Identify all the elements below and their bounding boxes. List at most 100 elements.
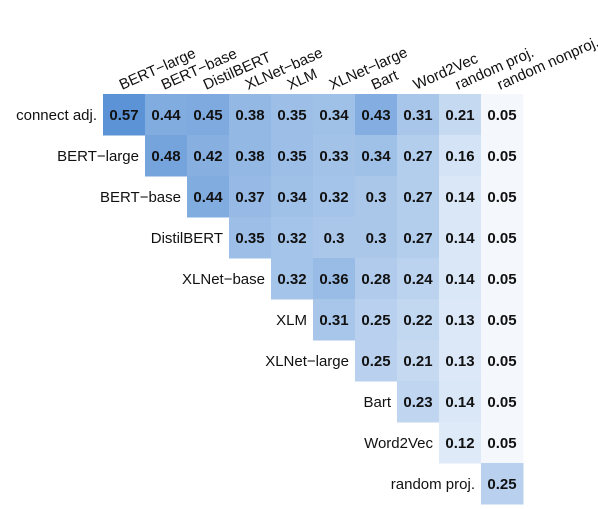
heatmap-cell-r7-c9 xyxy=(481,381,524,423)
cell-value-label: 0.31 xyxy=(403,107,432,124)
row-label-xlnet-base: XLNet−base xyxy=(182,271,265,288)
heatmap-cell-r0-c1 xyxy=(145,94,188,136)
heatmap-cell-r0-c6 xyxy=(355,94,398,136)
cell-value-label: 0.27 xyxy=(403,148,432,165)
row-label-distilbert: DistilBERT xyxy=(151,230,223,247)
heatmap-cell-r1-c3 xyxy=(229,135,272,177)
cell-value-label: 0.35 xyxy=(277,107,306,124)
cell-value-label: 0.05 xyxy=(487,394,516,411)
cell-value-label: 0.25 xyxy=(361,312,390,329)
heatmap-cell-r4-c8 xyxy=(439,258,482,300)
heatmap-cell-r0-c8 xyxy=(439,94,482,136)
cell-value-label: 0.28 xyxy=(361,271,390,288)
cell-value-label: 0.05 xyxy=(487,230,516,247)
heatmap-cell-r2-c3 xyxy=(229,176,272,218)
cell-value-label: 0.05 xyxy=(487,271,516,288)
heatmap-cell-r1-c7 xyxy=(397,135,440,177)
heatmap-cell-r1-c2 xyxy=(187,135,230,177)
cell-value-label: 0.34 xyxy=(319,107,349,124)
cell-value-label: 0.05 xyxy=(487,435,516,452)
heatmap-cell-r4-c7 xyxy=(397,258,440,300)
heatmap-cell-r6-c6 xyxy=(355,340,398,382)
heatmap-cell-r0-c0 xyxy=(103,94,146,136)
heatmap-cell-r0-c9 xyxy=(481,94,524,136)
heatmap-cell-r0-c4 xyxy=(271,94,314,136)
cell-value-label: 0.05 xyxy=(487,189,516,206)
heatmap-cell-r6-c9 xyxy=(481,340,524,382)
heatmap-cell-r0-c3 xyxy=(229,94,272,136)
heatmap-cell-r2-c4 xyxy=(271,176,314,218)
cell-value-label: 0.32 xyxy=(277,230,306,247)
heatmap-cell-r6-c7 xyxy=(397,340,440,382)
heatmap-cell-r3-c6 xyxy=(355,217,398,259)
cell-value-label: 0.33 xyxy=(319,148,348,165)
cell-value-label: 0.22 xyxy=(403,312,432,329)
cell-value-label: 0.25 xyxy=(487,476,516,493)
heatmap-cell-r4-c9 xyxy=(481,258,524,300)
cell-value-label: 0.57 xyxy=(109,107,138,124)
heatmap-cell-r3-c3 xyxy=(229,217,272,259)
heatmap-cell-r8-c9 xyxy=(481,422,524,464)
heatmap-cell-r3-c7 xyxy=(397,217,440,259)
cell-value-label: 0.24 xyxy=(403,271,433,288)
cell-value-label: 0.13 xyxy=(445,312,474,329)
cell-value-label: 0.42 xyxy=(193,148,222,165)
heatmap-cells: 0.57 0.44 0.45 0.38 0.35 0.34 0.43 0.31 0.21 0.05… xyxy=(103,94,524,505)
cell-value-label: 0.14 xyxy=(445,189,475,206)
row-label-bart: Bart xyxy=(363,394,391,411)
cell-value-label: 0.44 xyxy=(193,189,223,206)
cell-value-label: 0.05 xyxy=(487,148,516,165)
column-label-xlnet-large: XLNet−large xyxy=(327,44,410,94)
heatmap-cell-r5-c6 xyxy=(355,299,398,341)
heatmap-cell-r2-c2 xyxy=(187,176,230,218)
cell-value-label: 0.32 xyxy=(277,271,306,288)
heatmap-cell-r2-c7 xyxy=(397,176,440,218)
row-label-random-proj: random proj. xyxy=(391,476,475,493)
cell-value-label: 0.25 xyxy=(361,353,390,370)
cell-value-label: 0.35 xyxy=(277,148,306,165)
cell-value-label: 0.27 xyxy=(403,189,432,206)
cell-value-label: 0.3 xyxy=(366,189,387,206)
column-labels: BERT−largeBERT−baseDistilBERTXLNet−baseX… xyxy=(117,34,598,94)
cell-value-label: 0.3 xyxy=(324,230,345,247)
cell-value-label: 0.45 xyxy=(193,107,222,124)
cell-value-label: 0.48 xyxy=(151,148,180,165)
heatmap-cell-r1-c8 xyxy=(439,135,482,177)
cell-value-label: 0.05 xyxy=(487,312,516,329)
cell-value-label: 0.36 xyxy=(319,271,348,288)
heatmap-cell-r7-c8 xyxy=(439,381,482,423)
cell-value-label: 0.37 xyxy=(235,189,264,206)
heatmap-cell-r0-c2 xyxy=(187,94,230,136)
cell-value-label: 0.21 xyxy=(403,353,432,370)
heatmap-cell-r4-c5 xyxy=(313,258,356,300)
row-label-connect-adj: connect adj. xyxy=(16,107,97,124)
cell-value-label: 0.05 xyxy=(487,353,516,370)
heatmap-cell-r1-c4 xyxy=(271,135,314,177)
cell-value-label: 0.44 xyxy=(151,107,181,124)
cell-value-label: 0.21 xyxy=(445,107,474,124)
heatmap-cell-r0-c5 xyxy=(313,94,356,136)
cell-value-label: 0.23 xyxy=(403,394,432,411)
row-labels: connect adj. BERT−large BERT−base DistilBER… xyxy=(16,107,475,493)
heatmap-cell-r2-c6 xyxy=(355,176,398,218)
cell-value-label: 0.13 xyxy=(445,353,474,370)
heatmap-cell-r2-c8 xyxy=(439,176,482,218)
heatmap-cell-r5-c9 xyxy=(481,299,524,341)
heatmap-cell-r1-c1 xyxy=(145,135,188,177)
cell-value-label: 0.05 xyxy=(487,107,516,124)
cell-value-label: 0.12 xyxy=(445,435,474,452)
cell-value-label: 0.14 xyxy=(445,394,475,411)
heatmap-cell-r6-c8 xyxy=(439,340,482,382)
heatmap-cell-r4-c4 xyxy=(271,258,314,300)
row-label-xlnet-large: XLNet−large xyxy=(265,353,349,370)
heatmap-cell-r3-c9 xyxy=(481,217,524,259)
heatmap-cell-r0-c7 xyxy=(397,94,440,136)
cell-value-label: 0.27 xyxy=(403,230,432,247)
cell-value-label: 0.34 xyxy=(361,148,391,165)
cell-value-label: 0.16 xyxy=(445,148,474,165)
heatmap-cell-r8-c8 xyxy=(439,422,482,464)
row-label-bert-base: BERT−base xyxy=(100,189,181,206)
heatmap-cell-r5-c5 xyxy=(313,299,356,341)
heatmap-cell-r1-c9 xyxy=(481,135,524,177)
